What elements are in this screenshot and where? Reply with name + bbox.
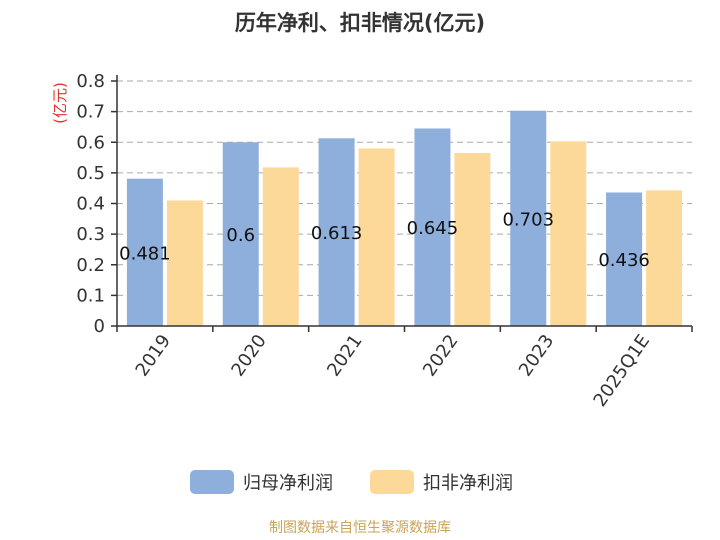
data-label: 0.436 <box>598 250 650 271</box>
bar-net-profit <box>414 128 451 326</box>
x-tick-label: 2025Q1E <box>589 331 654 411</box>
bar-net-profit <box>318 138 355 326</box>
y-tick-label: 0.3 <box>76 224 105 245</box>
data-label: 0.613 <box>311 223 363 244</box>
bar-deducted-net-profit <box>646 190 683 326</box>
y-tick-label: 0.5 <box>76 163 105 184</box>
x-tick-label: 2023 <box>515 331 558 381</box>
legend: 归母净利润 扣非净利润 <box>190 470 513 494</box>
y-tick-label: 0.6 <box>76 132 105 153</box>
y-tick-label: 0.2 <box>76 255 105 276</box>
bars <box>126 110 683 326</box>
bar-deducted-net-profit <box>262 167 299 326</box>
bar-net-profit <box>510 110 547 326</box>
x-tick-label: 2021 <box>323 331 366 381</box>
y-tick-label: 0.1 <box>76 285 105 306</box>
bar-deducted-net-profit <box>454 152 491 326</box>
grid-lines <box>117 80 692 296</box>
y-tick-label: 0.8 <box>76 71 105 92</box>
bar-deducted-net-profit <box>358 148 395 326</box>
data-label: 0.703 <box>502 209 554 230</box>
bar-net-profit <box>126 178 163 326</box>
legend-swatch <box>370 470 414 494</box>
x-tick-label: 2020 <box>227 331 270 381</box>
data-labels: 0.481 0.6 0.613 0.645 0.703 0.436 <box>119 209 650 271</box>
x-tick-label: 2022 <box>419 331 462 381</box>
legend-swatch <box>190 470 234 494</box>
source-note: 制图数据来自恒生聚源数据库 <box>269 520 451 536</box>
bar-deducted-net-profit <box>550 141 587 326</box>
y-tick-label: 0.7 <box>76 102 105 123</box>
legend-label: 归母净利润 <box>243 473 333 494</box>
chart-title: 历年净利、扣非情况(亿元) <box>235 11 485 35</box>
y-tick-label: 0 <box>94 316 105 337</box>
y-tick-label: 0.4 <box>76 194 105 215</box>
bar-deducted-net-profit <box>166 200 203 326</box>
data-label: 0.645 <box>407 218 459 239</box>
data-label: 0.6 <box>226 225 255 246</box>
legend-label: 扣非净利润 <box>423 473 513 494</box>
bar-net-profit <box>606 192 643 326</box>
bar-net-profit <box>222 142 259 326</box>
data-label: 0.481 <box>119 243 171 264</box>
y-axis-label: (亿元) <box>51 82 69 124</box>
x-tick-label: 2019 <box>132 331 175 381</box>
